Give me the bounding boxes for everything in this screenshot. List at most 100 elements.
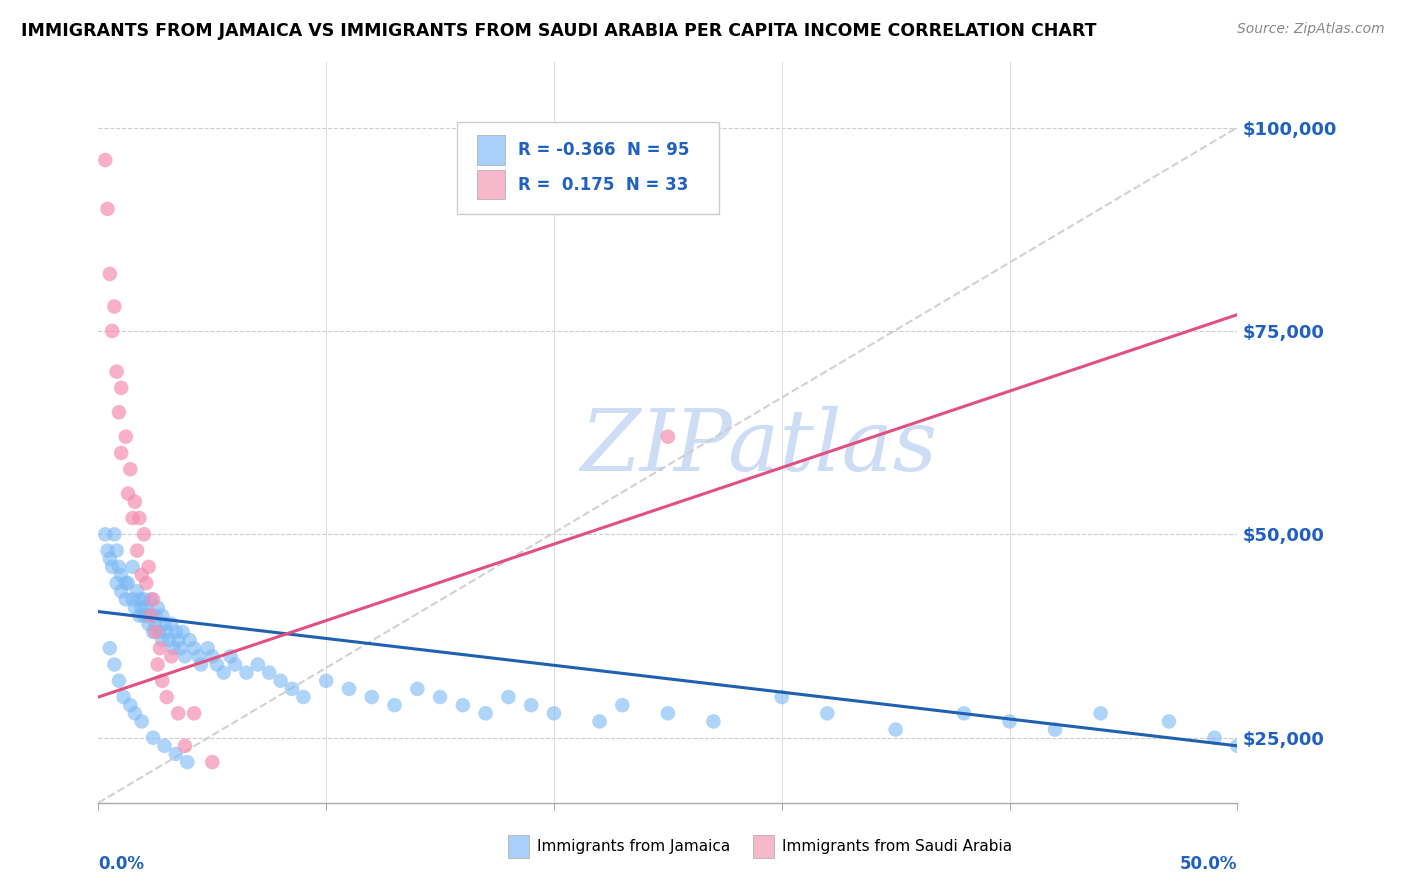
Point [165,624,187,639]
Point [174,739,197,753]
Point [135,600,157,615]
Point [110,568,132,582]
Point [156,624,179,639]
Point [1226,739,1249,753]
Point [103,300,125,314]
Point [110,446,132,460]
Point [145,616,167,631]
Point [124,495,146,509]
Point [103,657,125,672]
Point [998,714,1021,729]
Point [98,641,121,656]
Point [474,706,496,721]
Bar [754,835,773,858]
Point [172,624,194,639]
Point [657,706,679,721]
Point [337,681,360,696]
Point [145,624,167,639]
Point [138,559,160,574]
Point [360,690,382,704]
Point [132,592,155,607]
Point [219,649,242,664]
Point [138,608,160,623]
Text: Immigrants from Saudi Arabia: Immigrants from Saudi Arabia [782,839,1012,854]
Point [150,673,173,688]
Point [702,714,724,729]
Point [124,706,146,721]
Point [146,657,169,672]
Point [315,673,337,688]
Point [142,592,165,607]
Point [139,592,162,607]
Point [520,698,543,713]
Point [128,592,150,607]
Point [165,747,187,761]
Point [149,641,172,656]
Point [1090,706,1112,721]
Point [121,592,143,607]
Point [145,608,167,623]
Point [98,551,121,566]
Point [1043,723,1066,737]
Point [112,690,135,704]
Point [205,657,228,672]
Point [281,681,304,696]
Point [953,706,976,721]
Point [108,559,131,574]
Point [543,706,565,721]
Point [110,584,132,599]
Point [153,616,176,631]
Point [132,527,155,541]
Point [114,592,136,607]
Point [128,608,150,623]
Point [150,633,173,648]
Point [101,559,124,574]
Point [105,365,128,379]
Point [127,543,149,558]
Point [101,324,124,338]
Point [96,543,118,558]
Point [259,665,281,680]
Text: R = -0.366  N = 95: R = -0.366 N = 95 [517,141,689,159]
Point [132,608,155,623]
Point [131,600,153,615]
Point [815,706,838,721]
Point [131,714,153,729]
Point [174,649,197,664]
Point [179,633,201,648]
Point [114,576,136,591]
Point [103,527,125,541]
Point [612,698,634,713]
Text: Immigrants from Jamaica: Immigrants from Jamaica [537,839,730,854]
Point [135,576,157,591]
Point [212,665,235,680]
Point [149,624,172,639]
Point [235,665,257,680]
Point [167,706,190,721]
Point [146,600,169,615]
Point [108,673,131,688]
Point [197,641,219,656]
Point [187,649,209,664]
Text: 50.0%: 50.0% [1180,855,1237,872]
Point [176,755,198,769]
Point [120,698,142,713]
Point [98,267,121,281]
Point [94,153,117,167]
Point [127,584,149,599]
Point [246,657,269,672]
Point [292,690,315,704]
Point [657,430,679,444]
Point [167,633,190,648]
Point [157,633,180,648]
Point [105,576,128,591]
Point [201,755,224,769]
Bar [477,135,505,165]
Point [224,657,246,672]
FancyBboxPatch shape [457,121,718,214]
Point [183,706,205,721]
Point [884,723,907,737]
Text: IMMIGRANTS FROM JAMAICA VS IMMIGRANTS FROM SAUDI ARABIA PER CAPITA INCOME CORREL: IMMIGRANTS FROM JAMAICA VS IMMIGRANTS FR… [21,22,1097,40]
Point [160,649,183,664]
Point [429,690,451,704]
